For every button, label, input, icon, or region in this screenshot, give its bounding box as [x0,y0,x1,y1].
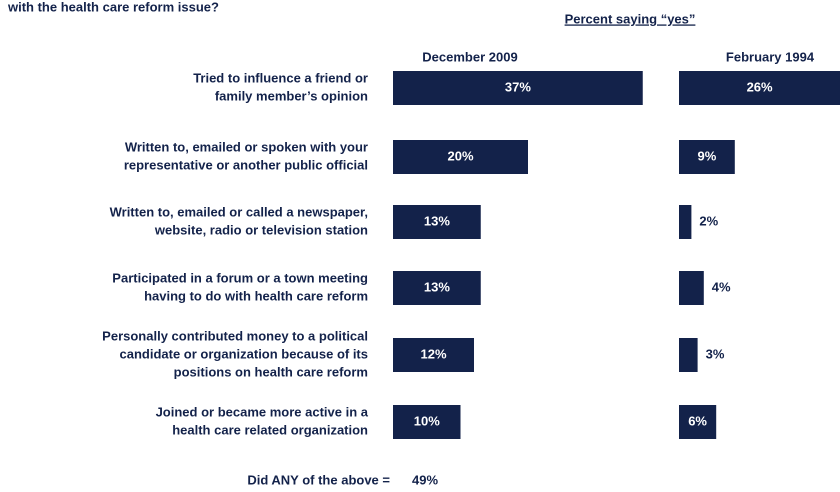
value-label: 2% [699,213,718,228]
bar [393,405,461,439]
category-label: website, radio or television station [154,222,368,237]
series-header: December 2009 [422,49,517,64]
bar [679,338,698,372]
value-label: 13% [424,279,450,294]
category-label: Written to, emailed or called a newspape… [110,204,368,219]
value-label: 6% [688,413,707,428]
series-header: February 1994 [726,49,815,64]
bar [679,71,840,105]
footer-value: 49% [412,472,438,487]
bar [679,405,717,439]
bar [393,205,481,239]
category-label: having to do with health care reform [144,288,368,303]
category-label: candidate or organization because of its [120,346,369,361]
value-label: 37% [505,79,531,94]
category-label: Joined or became more active in a [156,404,369,419]
category-label: positions on health care reform [174,364,368,379]
value-label: 10% [414,413,440,428]
category-label: family member’s opinion [215,88,368,103]
value-label: 4% [712,279,731,294]
value-label: 20% [447,148,473,163]
footer-label: Did ANY of the above = [247,472,390,487]
bar [679,205,692,239]
subtitle: Percent saying “yes” [565,11,696,26]
bar [393,140,528,174]
chart-title: with the health care reform issue? [7,0,219,14]
category-label: Tried to influence a friend or [193,70,368,85]
bar [679,271,704,305]
bar [393,71,643,105]
value-label: 9% [698,148,717,163]
category-label: representative or another public officia… [124,157,368,172]
bar [393,271,481,305]
bar [679,140,735,174]
category-label: Participated in a forum or a town meetin… [112,270,368,285]
value-label: 26% [747,79,773,94]
value-label: 12% [420,346,446,361]
category-label: Written to, emailed or spoken with your [125,139,368,154]
category-label: health care related organization [172,422,368,437]
category-label: Personally contributed money to a politi… [102,328,368,343]
bar [393,338,474,372]
value-label: 13% [424,213,450,228]
value-label: 3% [706,346,725,361]
